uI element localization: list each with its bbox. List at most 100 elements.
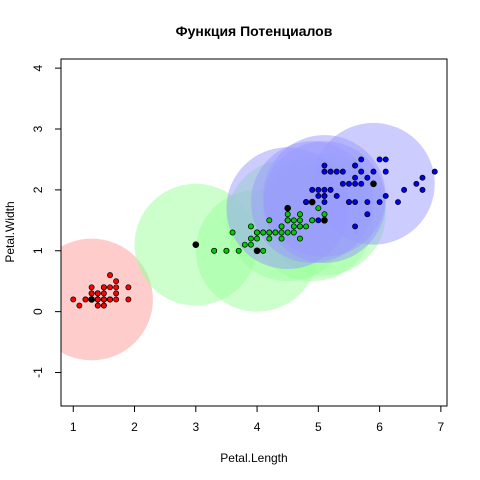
point-red (125, 296, 132, 303)
plot-frame (60, 58, 448, 407)
y-axis: -1 0 1 2 3 4 (31, 64, 61, 378)
point-blue (327, 168, 334, 175)
y-tick-label: 2 (31, 186, 45, 193)
point-blue (333, 193, 340, 199)
point-green (284, 211, 291, 218)
point-red (94, 296, 101, 303)
point-red (94, 302, 101, 309)
point-blue (370, 168, 377, 175)
point-green (223, 247, 230, 254)
point-green (297, 235, 303, 242)
point-green (211, 247, 218, 254)
center-point (284, 204, 291, 212)
center-point (321, 217, 328, 224)
point-red (100, 302, 107, 309)
point-blue (321, 186, 328, 193)
point-green (247, 241, 254, 248)
point-red (100, 296, 107, 303)
point-red (113, 284, 120, 291)
point-green (260, 229, 267, 236)
point-blue (321, 193, 328, 199)
point-blue (376, 156, 383, 163)
point-green (247, 235, 254, 242)
x-tick-label: 2 (131, 420, 138, 434)
point-green (315, 205, 322, 212)
x-axis: 1 2 3 4 5 6 7 (70, 406, 445, 434)
point-green (278, 223, 285, 230)
y-tick-label: 1 (31, 247, 45, 254)
point-green (278, 235, 285, 242)
point-blue (376, 199, 383, 206)
x-tick-label: 7 (438, 420, 445, 434)
point-red (100, 284, 107, 291)
center-point (370, 180, 377, 188)
potential-circles (61, 122, 435, 361)
point-blue (346, 180, 352, 187)
point-blue (364, 211, 371, 218)
point-blue (352, 162, 359, 169)
chart-title: Функция Потенциалов (176, 23, 333, 39)
point-blue (382, 156, 389, 163)
point-red (100, 290, 107, 297)
point-blue (419, 174, 426, 181)
y-tick-label: 0 (31, 308, 45, 315)
point-blue (358, 168, 365, 175)
y-tick-label: 3 (31, 125, 45, 132)
point-red (125, 284, 132, 291)
point-blue (315, 217, 322, 224)
point-blue (352, 223, 359, 230)
point-red (76, 302, 83, 309)
point-green (309, 217, 316, 224)
y-tick-label: 4 (31, 64, 45, 71)
point-green (229, 229, 236, 236)
point-green (235, 247, 242, 254)
point-blue (431, 168, 438, 175)
point-green (241, 241, 248, 248)
potential-circle-red (61, 238, 153, 361)
point-blue (382, 168, 389, 175)
center-points (88, 180, 377, 303)
point-blue (333, 168, 340, 175)
point-blue (315, 186, 322, 193)
point-blue (382, 193, 389, 199)
point-blue (303, 199, 310, 206)
data-points (70, 156, 438, 309)
point-green (254, 235, 261, 242)
point-blue (358, 180, 365, 187)
point-red (113, 296, 120, 303)
point-green (247, 223, 254, 230)
point-green (266, 217, 273, 224)
x-tick-label: 5 (315, 420, 322, 434)
x-tick-label: 1 (70, 420, 77, 434)
center-point (88, 296, 95, 303)
point-blue (315, 193, 322, 199)
point-green (272, 229, 279, 236)
point-red (107, 284, 113, 291)
point-blue (352, 174, 359, 181)
point-blue (321, 162, 328, 169)
point-blue (413, 180, 420, 187)
point-red (113, 290, 120, 297)
y-axis-label: Petal.Width (3, 201, 17, 262)
point-green (284, 217, 291, 224)
point-red (113, 278, 120, 285)
point-blue (339, 180, 346, 187)
x-tick-label: 6 (376, 420, 383, 434)
point-blue (321, 168, 328, 175)
x-tick-label: 3 (192, 420, 199, 434)
point-green (297, 217, 303, 224)
point-red (88, 284, 95, 291)
point-blue (346, 199, 352, 206)
point-blue (339, 168, 346, 175)
point-red (107, 272, 113, 279)
point-green (278, 229, 285, 236)
point-green (284, 229, 291, 236)
x-tick-label: 4 (254, 420, 261, 434)
point-blue (395, 199, 401, 206)
point-red (82, 296, 89, 303)
point-green (290, 223, 297, 230)
point-blue (327, 186, 334, 193)
center-point (253, 247, 261, 255)
y-tick-label: -1 (31, 367, 45, 378)
